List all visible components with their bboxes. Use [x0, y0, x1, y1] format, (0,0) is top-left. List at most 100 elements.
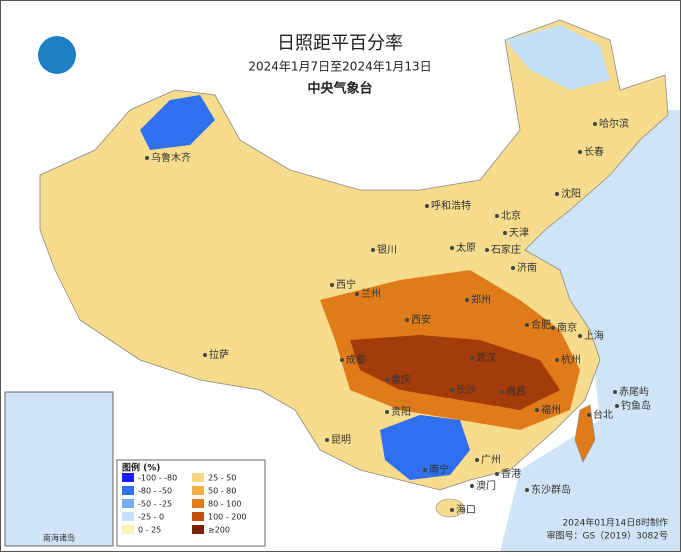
legend-swatch — [122, 512, 134, 521]
city-dot — [525, 323, 529, 327]
city-dot — [551, 326, 555, 330]
city-dot — [555, 192, 559, 196]
city-label: 昆明 — [331, 434, 351, 446]
city-dot — [425, 204, 429, 208]
legend-label: 100 - 200 — [208, 513, 247, 522]
city-label: 济南 — [517, 261, 537, 274]
city-dot — [330, 283, 334, 287]
city-label: 沈阳 — [561, 187, 581, 200]
city-label: 重庆 — [391, 373, 411, 386]
footer-made: 2024年01月14日8时制作 — [562, 517, 668, 529]
city-label: 钓鱼岛 — [621, 399, 651, 412]
legend-swatch — [192, 499, 204, 508]
city-label: 香港 — [501, 468, 521, 480]
city-label: 乌鲁木齐 — [151, 151, 191, 164]
city-dot — [578, 150, 582, 154]
inset-label: 南海诸岛 — [43, 533, 75, 543]
city-label: 北京 — [501, 209, 521, 222]
legend-label: 50 - 80 — [208, 487, 236, 496]
city-label: 澳门 — [476, 479, 496, 492]
city-dot — [470, 356, 474, 360]
city-label: 杭州 — [561, 353, 581, 366]
logo — [38, 36, 76, 74]
city-label: 赤尾屿 — [619, 386, 649, 398]
city-label: 西安 — [411, 313, 431, 326]
legend-label: 0 - 25 — [138, 526, 161, 535]
city-dot — [423, 468, 427, 472]
city-dot — [511, 266, 515, 270]
city-label: 上海 — [584, 329, 604, 342]
city-label: 郑州 — [471, 293, 491, 306]
city-label: 银川 — [377, 243, 397, 256]
region-blue-north — [140, 95, 215, 150]
city-dot — [450, 508, 454, 512]
city-dot — [325, 438, 329, 442]
city-label: 海口 — [456, 503, 476, 516]
legend-swatch — [192, 512, 204, 521]
city-label: 西宁 — [336, 278, 356, 291]
legend-label: 25 - 50 — [208, 474, 236, 483]
city-dot — [615, 404, 619, 408]
region-brown — [350, 335, 560, 410]
city-dot — [203, 353, 207, 357]
city-label: 哈尔滨 — [599, 117, 629, 130]
taiwan — [574, 404, 596, 463]
subtitle: 2024年1月7日至2024年1月13日 — [248, 60, 431, 74]
city-dot — [385, 410, 389, 414]
city-label: 拉萨 — [209, 348, 229, 361]
footer-approval: 审图号：GS（2019）3082号 — [547, 530, 669, 542]
city-label: 东沙群岛 — [531, 483, 571, 496]
legend-swatch — [122, 486, 134, 495]
legend-swatch — [192, 525, 204, 534]
city-label: 贵阳 — [391, 405, 411, 418]
legend-label: ≥200 — [208, 526, 230, 535]
city-dot — [495, 214, 499, 218]
city-dot — [385, 378, 389, 382]
city-label: 台北 — [593, 408, 613, 421]
city-dot — [525, 488, 529, 492]
legend — [116, 459, 266, 547]
city-dot — [405, 318, 409, 322]
city-dot — [503, 231, 507, 235]
city-label: 石家庄 — [491, 243, 521, 256]
city-label: 南昌 — [506, 385, 526, 398]
city-label: 长沙 — [456, 384, 476, 396]
city-dot — [475, 458, 479, 462]
city-label: 广州 — [481, 454, 501, 466]
legend-swatch — [122, 499, 134, 508]
legend-label: -80 - -50 — [138, 487, 172, 496]
city-dot — [465, 298, 469, 302]
legend-label: -25 - 0 — [138, 513, 164, 522]
city-dot — [535, 408, 539, 412]
legend-label: 80 - 100 — [208, 500, 241, 509]
hainan — [435, 498, 465, 518]
city-dot — [450, 246, 454, 250]
city-dot — [340, 358, 344, 362]
city-label: 呼和浩特 — [431, 200, 471, 212]
city-dot — [500, 390, 504, 394]
region-lightblue-ne — [505, 25, 610, 90]
city-dot — [450, 388, 454, 392]
legend-items: -100 - -80 -80 - -50 -50 - -25 -25 - 0 0 - 2… — [122, 473, 247, 535]
title: 日照距平百分率 — [277, 33, 403, 54]
legend-swatch — [122, 473, 134, 482]
city-dot — [470, 484, 474, 488]
legend-title: 图例 (%) — [122, 462, 160, 474]
city-label: 天津 — [509, 227, 529, 239]
legend-swatch — [192, 486, 204, 495]
city-label: 福州 — [541, 403, 561, 416]
city-dot — [355, 292, 359, 296]
city-label: 南宁 — [429, 463, 449, 476]
city-label: 南京 — [557, 321, 577, 334]
city-dot — [578, 334, 582, 338]
city-dot — [145, 156, 149, 160]
agency: 中央气象台 — [307, 81, 372, 97]
city-label: 长春 — [584, 146, 604, 158]
city-label: 武汉 — [476, 351, 496, 364]
legend-label: -100 - -80 — [138, 474, 177, 483]
city-dot — [555, 358, 559, 362]
city-dot — [593, 122, 597, 126]
legend-swatch — [122, 525, 134, 534]
city-dot — [587, 413, 591, 417]
